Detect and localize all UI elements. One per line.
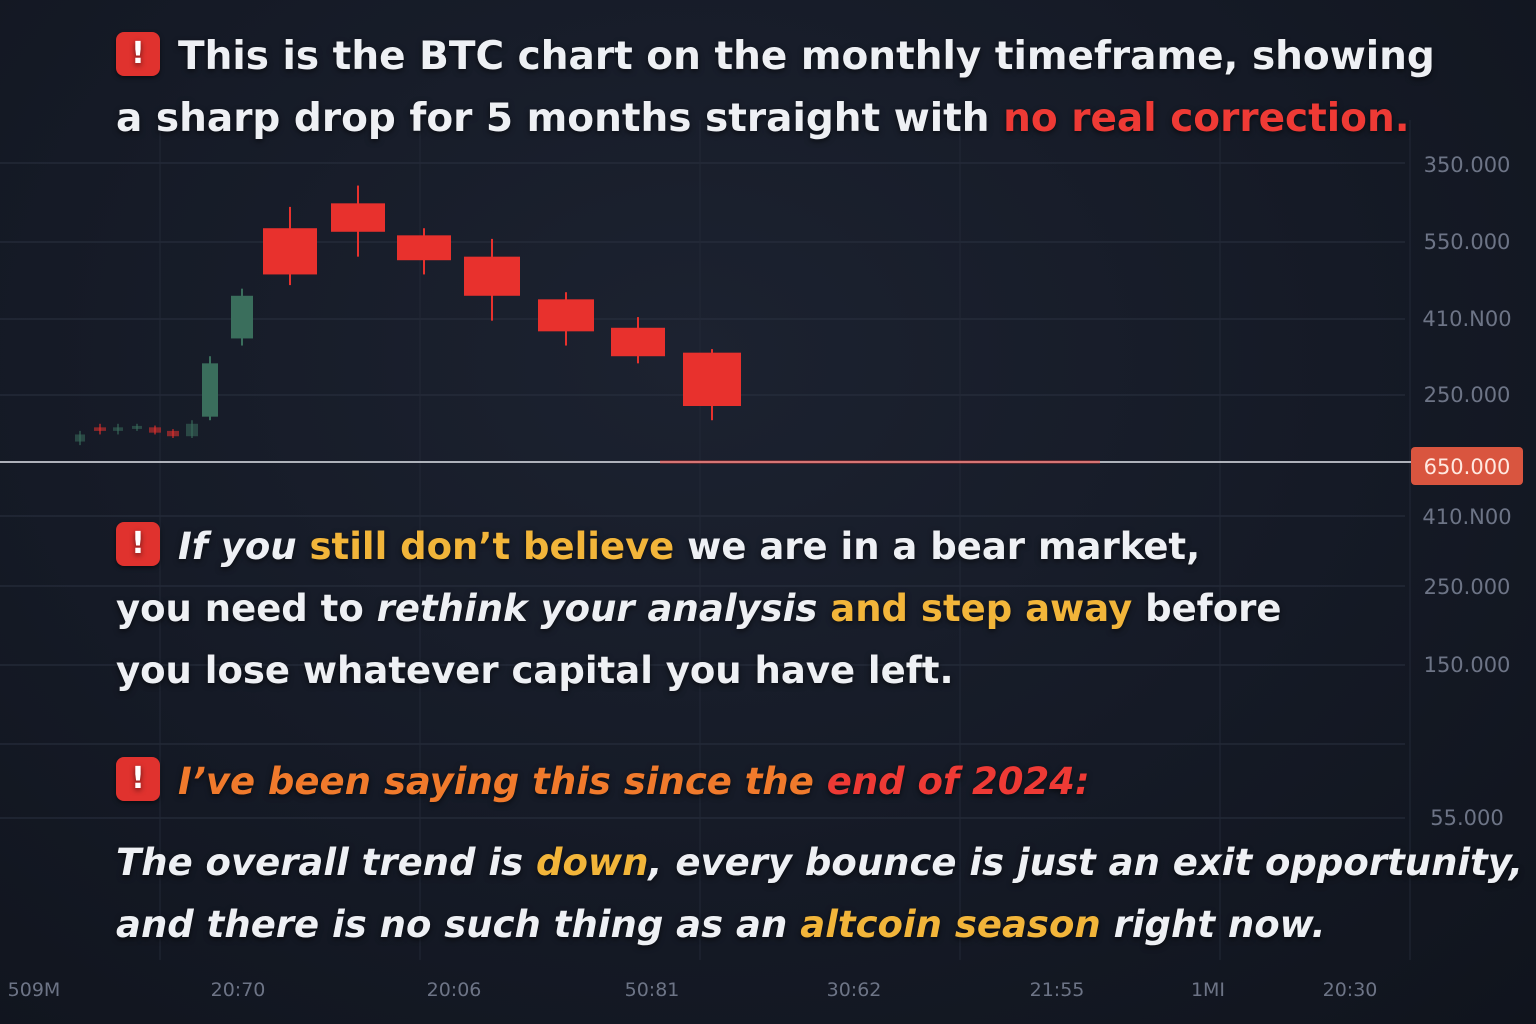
trend-text-2c: right now. bbox=[1100, 903, 1326, 946]
candle-body bbox=[75, 434, 85, 442]
exclamation-icon: ! bbox=[116, 756, 160, 801]
candle-body bbox=[611, 327, 665, 357]
warning-line-2: you need to rethink your analysis and st… bbox=[116, 578, 1282, 640]
warning-highlight-believe: still don’t believe bbox=[309, 525, 675, 568]
exclamation-icon: ! bbox=[116, 31, 160, 76]
exclamation-icon: ! bbox=[116, 521, 160, 566]
warning-text-2e: before bbox=[1132, 587, 1282, 630]
warning-text-c: we are in a bear market, bbox=[674, 525, 1201, 568]
candle-body bbox=[149, 427, 161, 433]
y-tick-label: 250.000 bbox=[1424, 575, 1511, 599]
x-tick-label: 30:62 bbox=[827, 979, 882, 1001]
candle-body bbox=[683, 352, 741, 406]
candle-body bbox=[94, 427, 106, 431]
trend-text-1a: The overall trend is bbox=[116, 841, 536, 884]
x-axis-labels: 509M 20:70 20:06 50:81 30:62 21:55 1MI 20:30 bbox=[8, 979, 1378, 1001]
candle-body bbox=[132, 425, 142, 429]
candle-body bbox=[331, 203, 385, 232]
warning-text-2a: you need to bbox=[116, 587, 377, 630]
y-tick-label: 55.000 bbox=[1430, 806, 1503, 830]
warning-line-1: ! If you still don’t believe we are in a … bbox=[116, 516, 1282, 578]
price-tag-text: 650.000 bbox=[1424, 455, 1511, 479]
since-highlight: end of 2024: bbox=[826, 760, 1090, 803]
y-axis-labels: 350.000 550.000 410.N00 250.000 410.N00 250.0… bbox=[1422, 153, 1511, 830]
trend-text-1c: , every bounce is just an exit opportuni… bbox=[648, 841, 1524, 884]
trend-highlight-down: down bbox=[535, 841, 649, 884]
trend-text-2a: and there is no such thing as an bbox=[116, 903, 801, 946]
x-tick-label: 20:06 bbox=[427, 979, 482, 1001]
x-tick-label: 21:55 bbox=[1030, 979, 1085, 1001]
candle-body bbox=[113, 427, 123, 431]
warning-block: ! If you still don’t believe we are in a … bbox=[116, 516, 1282, 702]
warning-line-3: you lose whatever capital you have left. bbox=[116, 649, 954, 692]
y-tick-label: 150.000 bbox=[1424, 653, 1511, 677]
x-tick-label: 50:81 bbox=[625, 979, 680, 1001]
warning-highlight-step-away: step away bbox=[920, 587, 1133, 630]
y-tick-label: 410.N00 bbox=[1422, 505, 1511, 529]
trend-line-2: and there is no such thing as an altcoin… bbox=[116, 894, 1523, 956]
since-block: ! I’ve been saying this since the end of … bbox=[116, 752, 1090, 812]
price-tag: 650.000 bbox=[1411, 447, 1523, 485]
y-tick-label: 410.N00 bbox=[1422, 307, 1511, 331]
x-tick-label: 20:30 bbox=[1323, 979, 1378, 1001]
warning-text-a: If you bbox=[178, 525, 310, 568]
candle-body bbox=[538, 299, 594, 332]
headline-text-1: This is the BTC chart on the monthly tim… bbox=[178, 34, 1435, 79]
warning-text-2b: rethink your analysis bbox=[376, 587, 818, 630]
candle-body bbox=[231, 295, 253, 339]
candles-group bbox=[75, 185, 741, 446]
trend-block: The overall trend is down, every bounce … bbox=[116, 832, 1523, 956]
y-tick-label: 250.000 bbox=[1424, 383, 1511, 407]
headline-block: ! This is the BTC chart on the monthly ti… bbox=[116, 26, 1435, 150]
warning-text-2c: and bbox=[817, 587, 921, 630]
price-tag-bg bbox=[1411, 447, 1523, 485]
candle-body bbox=[464, 256, 520, 296]
since-line: ! I’ve been saying this since the end of … bbox=[116, 752, 1090, 812]
candle-body bbox=[263, 228, 317, 275]
x-tick-label: 1MI bbox=[1191, 979, 1225, 1001]
candle-body bbox=[397, 235, 451, 261]
x-tick-label: 20:70 bbox=[211, 979, 266, 1001]
trend-line-1: The overall trend is down, every bounce … bbox=[116, 832, 1523, 894]
since-text: I’ve been saying this since the bbox=[178, 760, 827, 803]
headline-line-2: a sharp drop for 5 months straight with … bbox=[116, 88, 1435, 150]
headline-text-2: a sharp drop for 5 months straight with bbox=[116, 96, 1004, 141]
trend-highlight-altcoin: altcoin season bbox=[800, 903, 1101, 946]
headline-highlight: no real correction. bbox=[1003, 96, 1410, 141]
candle-body bbox=[202, 363, 218, 417]
headline-line-1: ! This is the BTC chart on the monthly ti… bbox=[116, 26, 1435, 88]
candle-body bbox=[167, 430, 179, 437]
candle-body bbox=[186, 423, 198, 437]
y-tick-label: 350.000 bbox=[1424, 153, 1511, 177]
y-tick-label: 550.000 bbox=[1424, 230, 1511, 254]
x-tick-label: 509M bbox=[8, 979, 61, 1001]
